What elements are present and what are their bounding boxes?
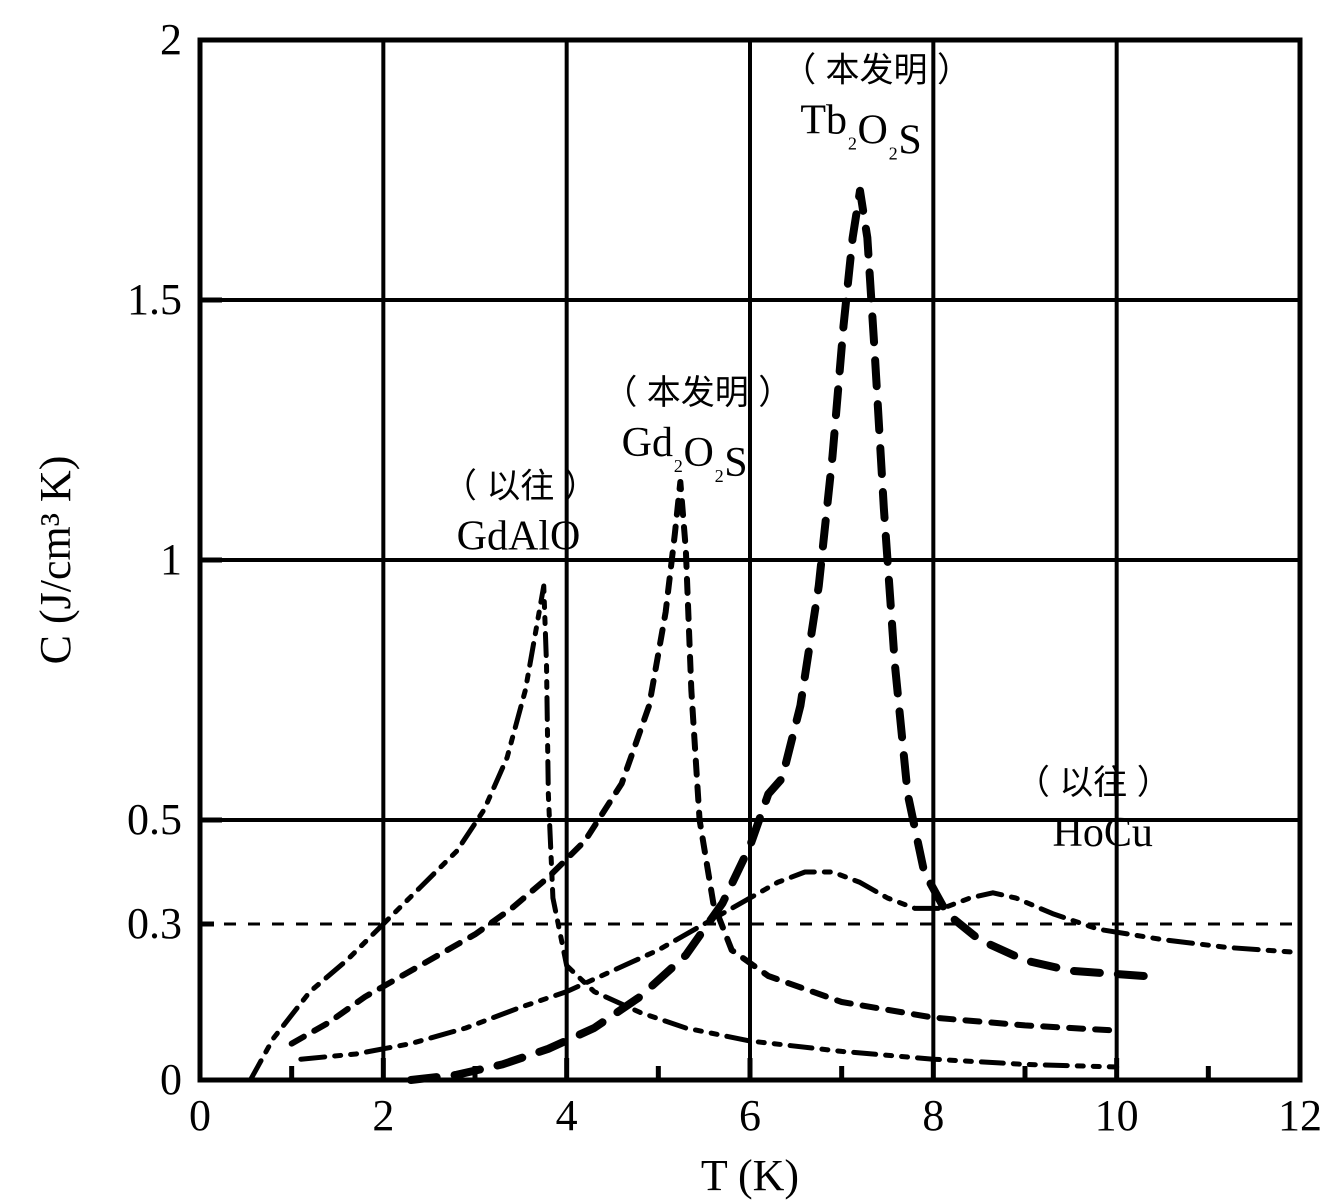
series-Gd2O2S	[292, 482, 1117, 1044]
series-GdAlO	[250, 586, 1116, 1080]
x-tick-label: 4	[556, 1091, 578, 1140]
x-tick-label: 6	[739, 1091, 761, 1140]
x-tick-label: 12	[1278, 1091, 1322, 1140]
series-formula-label: Gd₂O₂S	[622, 420, 748, 486]
series-note-label: （ 本发明 ）	[603, 374, 792, 412]
y-tick-label: 1	[160, 535, 182, 584]
series-HoCu	[301, 872, 1300, 1059]
y-tick-label-extra: 0.3	[127, 899, 182, 948]
chart-container: 0 2 4 6 8 10 12 0 0.5 1 1.5 2 0.3 T (K) C (J/cm³ K) （ 以…	[0, 0, 1341, 1203]
series-formula-label: HoCu	[1053, 810, 1153, 856]
x-tick-label: 10	[1095, 1091, 1139, 1140]
y-tick-label: 0	[160, 1055, 182, 1104]
x-axis-label: T (K)	[701, 1151, 799, 1200]
y-tick-label: 0.5	[127, 795, 182, 844]
series-formula-label: GdAlO	[457, 514, 581, 560]
y-tick-label: 1.5	[127, 275, 182, 324]
series-note-label: （ 本发明 ）	[782, 52, 971, 90]
series-formula-label: Tb₂O₂S	[800, 98, 921, 164]
x-tick-label: 0	[189, 1091, 211, 1140]
series-note-label: （ 以往 ）	[443, 468, 598, 506]
y-tick-label: 2	[160, 15, 182, 64]
series-note-label: （ 以往 ）	[1016, 764, 1171, 802]
chart-svg: 0 2 4 6 8 10 12 0 0.5 1 1.5 2 0.3 T (K) C (J/cm³ K) （ 以…	[0, 0, 1341, 1203]
x-tick-label: 2	[372, 1091, 394, 1140]
series-Tb2O2S	[411, 191, 1144, 1080]
y-axis-label: C (J/cm³ K)	[31, 456, 80, 665]
x-tick-label: 8	[922, 1091, 944, 1140]
